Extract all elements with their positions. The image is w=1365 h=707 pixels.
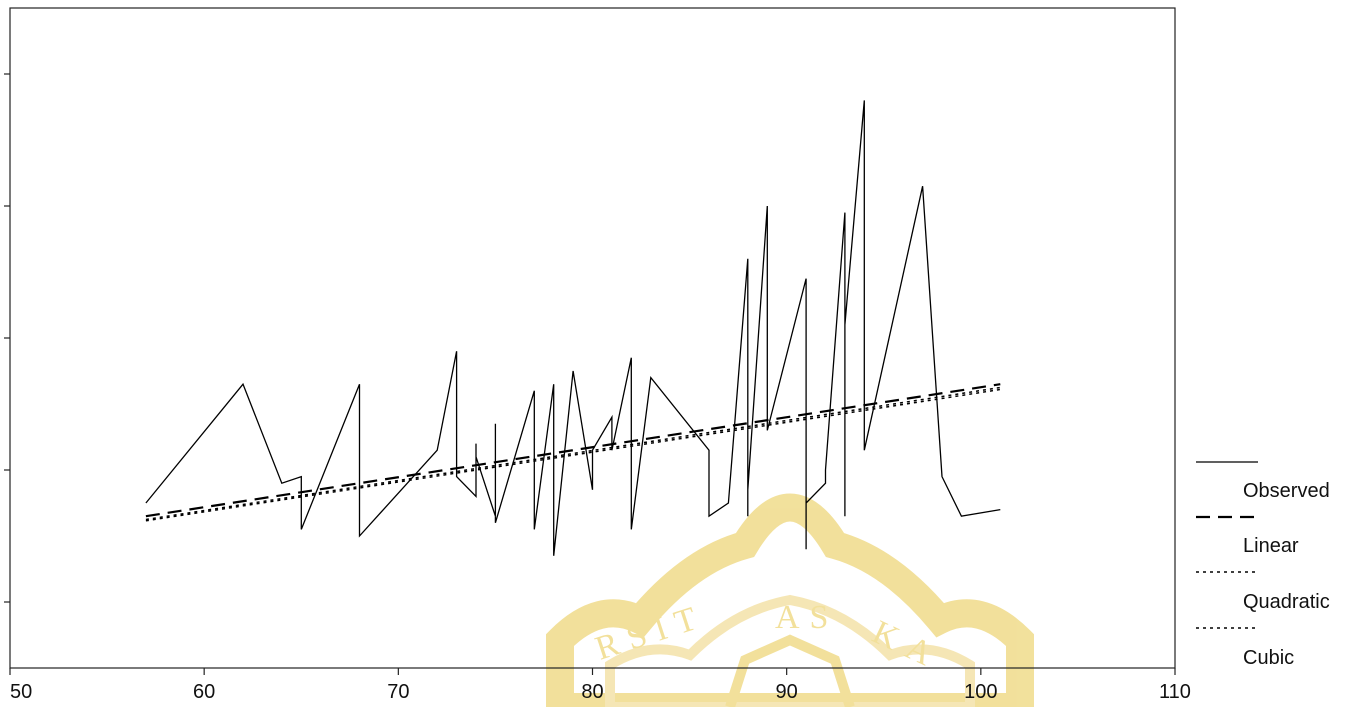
- y-axis-ticks: [4, 73, 10, 603]
- legend-label-cubic: Cubic: [1243, 647, 1294, 669]
- series-line-cubic: [145, 388, 1001, 522]
- series-line-quadratic: [145, 386, 1001, 521]
- x-tick-label: 100: [964, 681, 997, 703]
- legend-label-observed: Observed: [1243, 480, 1330, 502]
- university-seal-watermark: RSIT AS KA: [546, 493, 1034, 707]
- legend-label-quadratic: Quadratic: [1243, 591, 1330, 613]
- x-tick-label: 80: [581, 681, 603, 703]
- seal-inner-outline: [605, 594, 975, 707]
- seal-outline: [546, 493, 1034, 707]
- series-line-linear: [145, 383, 1001, 518]
- x-tick-label: 110: [1159, 681, 1191, 703]
- series-layer: [145, 100, 1001, 556]
- x-axis-ticks: 50 60 70 80 90 100 110: [9, 668, 1191, 703]
- x-tick-label: 90: [776, 681, 798, 703]
- x-tick-label: 70: [387, 681, 409, 703]
- legend-label-linear: Linear: [1243, 535, 1299, 557]
- series-line-observed: [145, 100, 1001, 556]
- plot-area-frame: [9, 7, 1176, 669]
- seal-lettering-2: AS: [775, 599, 838, 636]
- x-tick-label: 60: [193, 681, 215, 703]
- seal-emblem: [725, 634, 855, 707]
- x-tick-label: 50: [10, 681, 32, 703]
- legend: Observed Linear Quadratic Cubic: [1196, 461, 1330, 669]
